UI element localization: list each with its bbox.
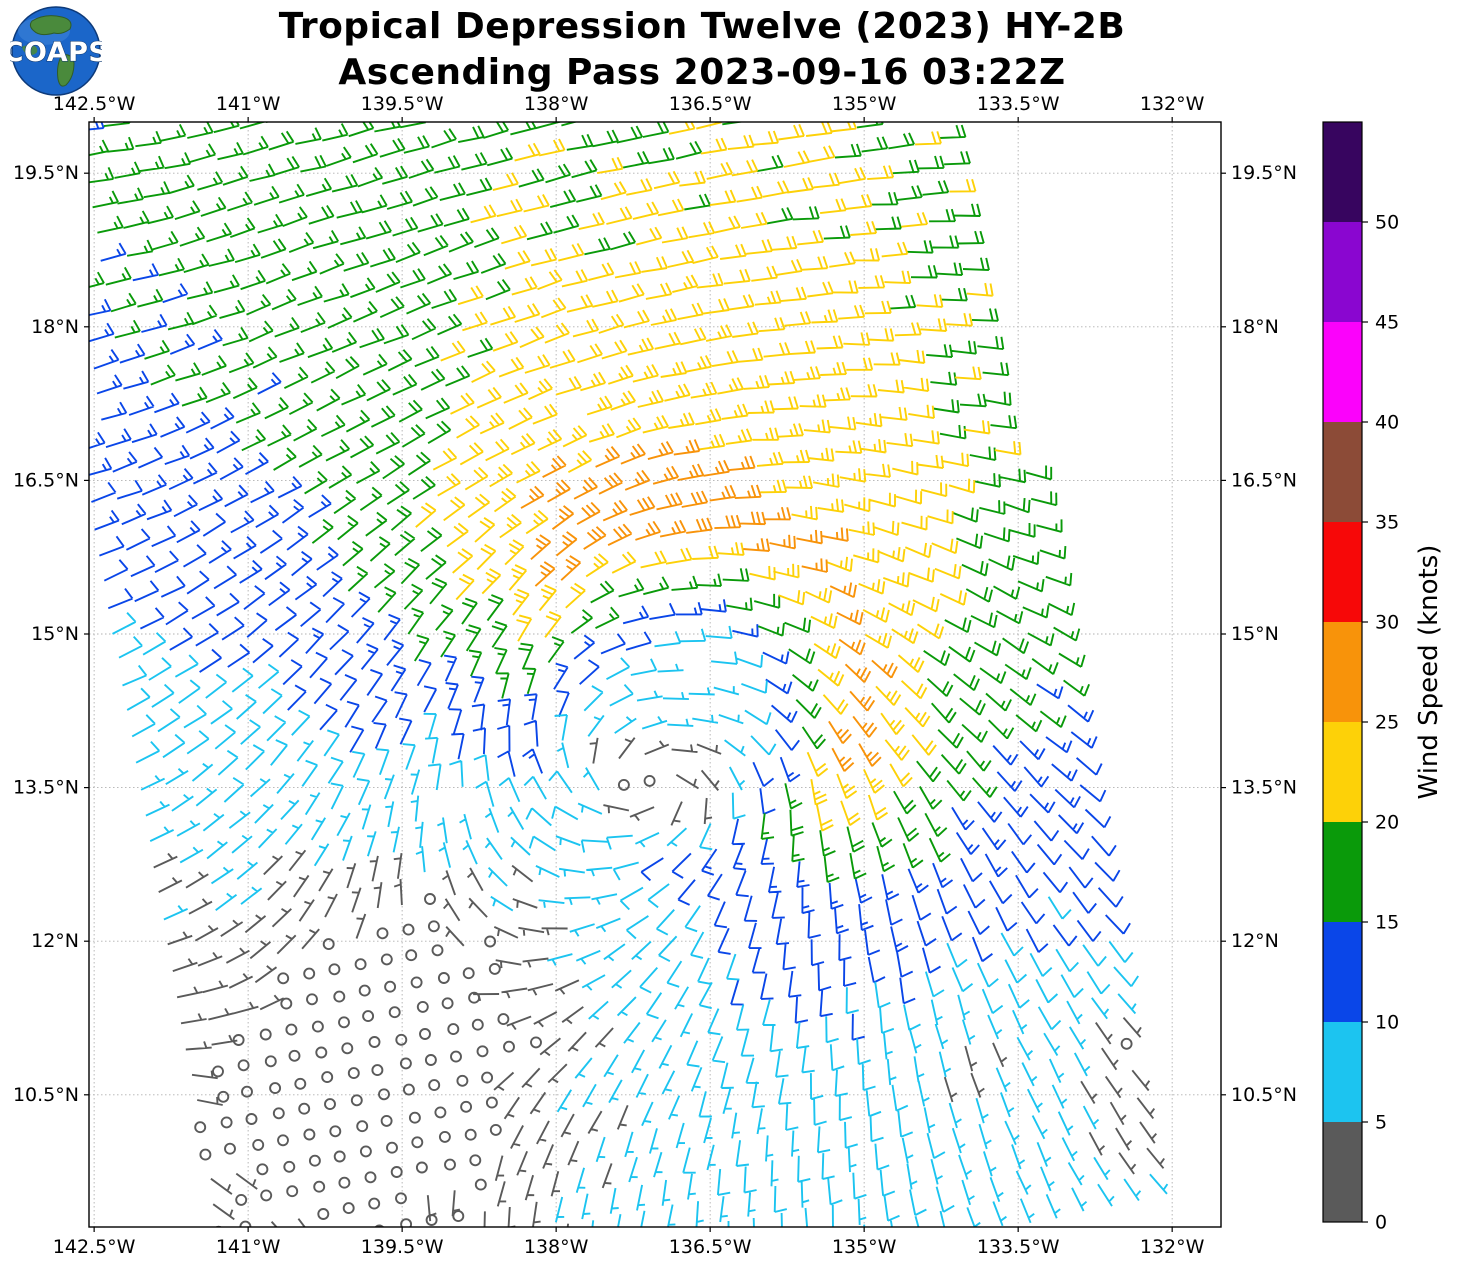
colorbar-border (1322, 121, 1363, 1223)
title-line-2: Ascending Pass 2023-09-16 03:22Z (338, 52, 1066, 93)
coaps-logo: COAPS (10, 6, 102, 96)
lon-tick-label-bottom: 141°W (216, 1236, 281, 1258)
south-america-landmass (57, 54, 75, 87)
plot-title: Tropical Depression Twelve (2023) HY-2B … (0, 4, 1404, 96)
lat-tick-label-right: 19.5°N (1231, 162, 1297, 184)
axis-tick-marks (84, 117, 1226, 1232)
lon-tick-label-top: 136.5°W (669, 93, 752, 115)
colorbar-segment (1323, 522, 1362, 622)
lon-tick-label-top: 132°W (1140, 93, 1205, 115)
colorbar-tick-label: 40 (1375, 412, 1399, 434)
calm-wind-circles (194, 774, 1133, 1227)
lat-tick-label-right: 10.5°N (1231, 1084, 1297, 1106)
lat-tick-label-left: 13.5°N (13, 777, 79, 799)
lon-tick-label-bottom: 133.5°W (977, 1236, 1060, 1258)
colorbar-tick-label: 50 (1375, 212, 1399, 234)
lon-tick-label-bottom: 142.5°W (53, 1236, 136, 1258)
lat-tick-label-left: 19.5°N (13, 162, 79, 184)
colorbar-segment (1323, 322, 1362, 422)
lon-tick-label-bottom: 138°W (524, 1236, 589, 1258)
colorbar-tick-label: 10 (1375, 1012, 1399, 1034)
north-america-landmass (29, 15, 72, 36)
lat-tick-label-right: 18°N (1231, 316, 1279, 338)
colorbar: 0 5 10 15 20 25 30 35 40 45 50 Wind Speed (knots) (1322, 121, 1444, 1234)
colorbar-tick-label: 45 (1375, 312, 1399, 334)
colorbar-segment (1323, 722, 1362, 822)
colorbar-tick-label: 0 (1375, 1212, 1387, 1234)
colorbar-tick-label: 5 (1375, 1112, 1387, 1134)
title-line-1: Tropical Depression Twelve (2023) HY-2B (278, 6, 1126, 47)
wind-barb-set (415, 122, 1022, 832)
wind-barb-set (112, 612, 1169, 1227)
lon-tick-label-top: 133.5°W (977, 93, 1060, 115)
wind-barb-set (89, 122, 1131, 1041)
landmass-small (22, 45, 38, 55)
lat-tick-label-left: 16.5°N (13, 469, 79, 491)
colorbar-tick-label: 15 (1375, 912, 1399, 934)
lon-tick-label-top: 139.5°W (361, 93, 444, 115)
lat-tick-label-left: 18°N (31, 316, 79, 338)
lat-tick-label-right: 16.5°N (1231, 469, 1297, 491)
colorbar-tick-label: 20 (1375, 812, 1399, 834)
colorbar-tick-label: 35 (1375, 512, 1399, 534)
lat-tick-label-right: 12°N (1231, 930, 1279, 952)
wind-barb-set (89, 122, 1090, 883)
lon-tick-label-bottom: 136.5°W (669, 1236, 752, 1258)
lon-tick-label-top: 141°W (216, 93, 281, 115)
colorbar-segment (1323, 1022, 1362, 1122)
lon-tick-label-top: 138°W (524, 93, 589, 115)
colorbar-segment (1323, 422, 1362, 522)
lon-tick-label-bottom: 132°W (1140, 1236, 1205, 1258)
plot-border (88, 121, 1222, 1228)
colorbar-tick-labels: 0 5 10 15 20 25 30 35 40 45 50 (1375, 212, 1399, 1234)
wind-barbs-layer (89, 122, 1169, 1227)
lat-tick-label-right: 15°N (1231, 623, 1279, 645)
lat-tick-label-left: 15°N (31, 623, 79, 645)
lon-tick-label-top: 135°W (832, 93, 897, 115)
colorbar-segment (1323, 922, 1362, 1022)
lon-tick-label-bottom: 139.5°W (361, 1236, 444, 1258)
colorbar-segment (1323, 122, 1362, 222)
lat-tick-label-right: 13.5°N (1231, 777, 1297, 799)
map-axes: 142.5°W 142.5°W 141°W 141°W 139.5°W 139.5°W 13… (13, 93, 1297, 1258)
colorbar-axis-label: Wind Speed (knots) (1414, 545, 1444, 800)
colorbar-tick-label: 30 (1375, 612, 1399, 634)
colorbar-segment (1323, 1122, 1362, 1222)
wind-barb-set (520, 439, 898, 772)
colorbar-segment (1323, 222, 1362, 322)
lat-tick-label-left: 12°N (31, 930, 79, 952)
lon-tick-label-bottom: 135°W (832, 1236, 897, 1258)
colorbar-tick-label: 25 (1375, 712, 1399, 734)
coaps-logo-text: COAPS (10, 37, 102, 68)
wind-barb-set (153, 737, 1165, 1227)
lat-tick-label-left: 10.5°N (13, 1084, 79, 1106)
colorbar-segment (1323, 822, 1362, 922)
colorbar-segment (1323, 622, 1362, 722)
lon-tick-label-top: 142.5°W (53, 93, 136, 115)
axis-tick-labels: 142.5°W 142.5°W 141°W 141°W 139.5°W 139.5°W 13… (13, 93, 1297, 1258)
